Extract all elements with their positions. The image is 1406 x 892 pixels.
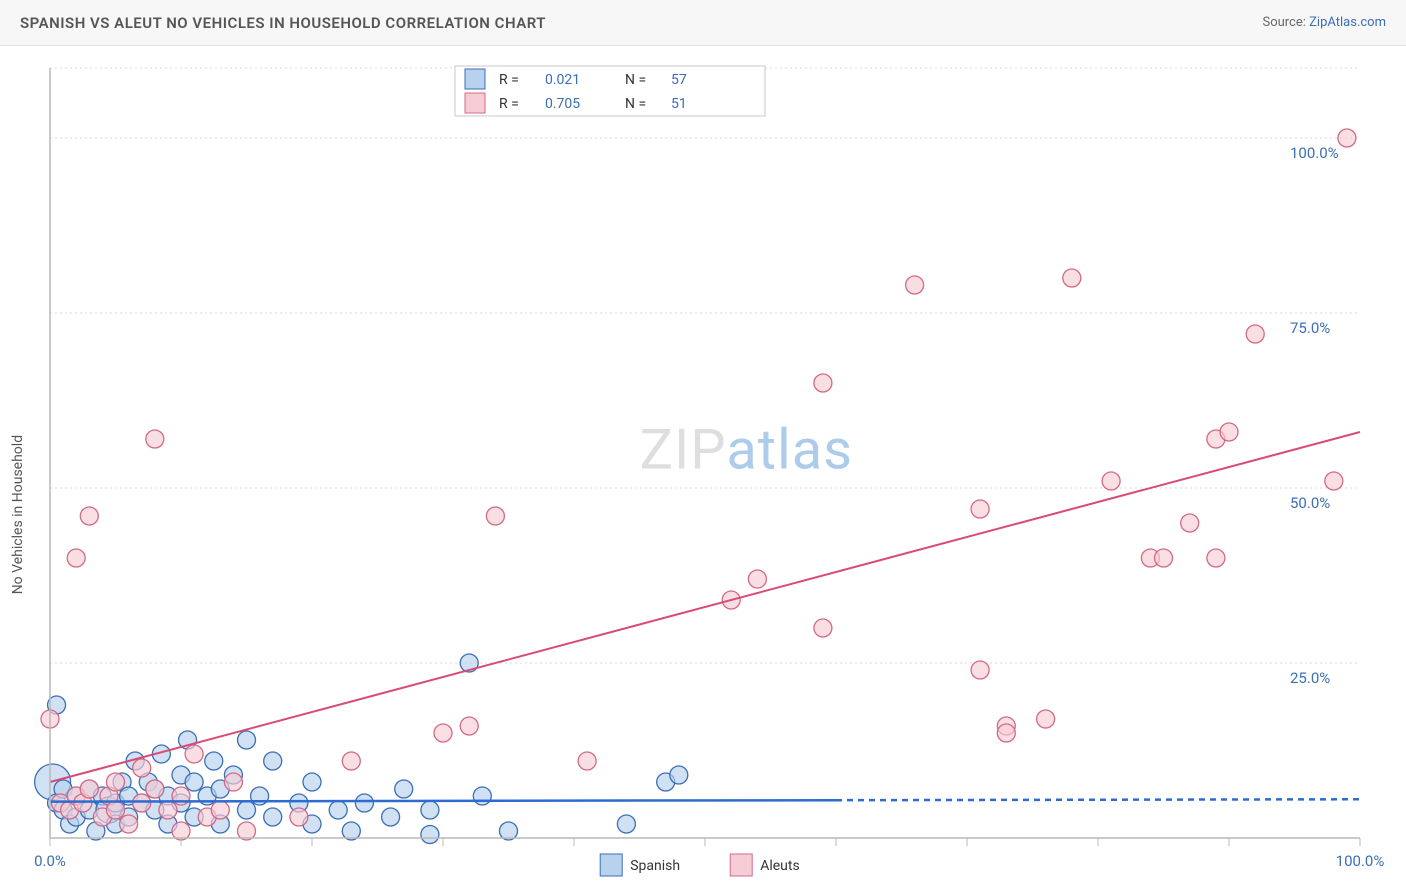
point-spanish[interactable] [355,794,373,812]
y-axis-title: No Vehicles in Household [10,435,26,594]
point-spanish[interactable] [670,766,688,784]
point-aleuts[interactable] [1037,710,1055,728]
point-spanish[interactable] [421,826,439,844]
point-aleuts[interactable] [814,374,832,392]
point-aleuts[interactable] [146,430,164,448]
point-aleuts[interactable] [185,745,203,763]
point-aleuts[interactable] [1063,269,1081,287]
point-aleuts[interactable] [486,507,504,525]
point-aleuts[interactable] [971,500,989,518]
point-spanish[interactable] [395,780,413,798]
legend-bottom-swatch-aleuts[interactable] [730,854,752,876]
stat-n-label: N = [625,72,646,88]
point-aleuts[interactable] [80,780,98,798]
point-aleuts[interactable] [906,276,924,294]
point-aleuts[interactable] [971,661,989,679]
point-aleuts[interactable] [133,759,151,777]
point-spanish[interactable] [264,752,282,770]
point-aleuts[interactable] [342,752,360,770]
legend-bottom-swatch-spanish[interactable] [600,854,622,876]
point-spanish[interactable] [421,801,439,819]
point-spanish[interactable] [238,731,256,749]
point-spanish[interactable] [329,801,347,819]
point-aleuts[interactable] [1155,549,1173,567]
point-aleuts[interactable] [1338,129,1356,147]
watermark: ZIPatlas [640,416,854,482]
point-aleuts[interactable] [67,549,85,567]
point-aleuts[interactable] [120,815,138,833]
stat-n-value: 57 [671,72,687,88]
legend-bottom-label-aleuts[interactable]: Aleuts [760,858,799,874]
y-tick-label: 75.0% [1290,319,1330,337]
point-aleuts[interactable] [159,801,177,819]
point-spanish[interactable] [473,787,491,805]
y-tick-label: 25.0% [1290,669,1330,687]
correlation-scatter-chart: ZIPatlas 0.0% 100.0% 25.0% 50.0% 75.0% 100.0% N… [0,46,1406,892]
point-spanish[interactable] [205,752,223,770]
stat-n-label: N = [625,96,646,112]
header-bar: SPANISH VS ALEUT NO VEHICLES IN HOUSEHOL… [0,0,1406,46]
point-aleuts[interactable] [1207,549,1225,567]
stat-r-value: 0.705 [545,96,580,112]
trend-spanish [50,800,836,801]
source-prefix: Source: [1262,15,1309,30]
point-aleuts[interactable] [1220,423,1238,441]
legend-swatch-spanish [465,69,485,89]
y-tick-label: 100.0% [1290,144,1339,162]
point-aleuts[interactable] [1102,472,1120,490]
stat-r-value: 0.021 [545,72,580,88]
trend-spanish-ext [836,799,1360,800]
source-link[interactable]: ZipAtlas.com [1309,15,1386,30]
stat-r-label: R = [499,72,519,88]
point-spanish[interactable] [382,808,400,826]
chart-container: ZIPatlas 0.0% 100.0% 25.0% 50.0% 75.0% 100.0% N… [0,46,1406,892]
chart-title: SPANISH VS ALEUT NO VEHICLES IN HOUSEHOL… [20,14,546,32]
x-tick-label: 100.0% [1336,852,1385,870]
point-aleuts[interactable] [290,808,308,826]
point-spanish[interactable] [185,773,203,791]
point-spanish[interactable] [617,815,635,833]
point-aleuts[interactable] [814,619,832,637]
point-spanish[interactable] [264,808,282,826]
point-aleuts[interactable] [133,794,151,812]
x-tick-label: 0.0% [34,852,66,870]
point-aleuts[interactable] [211,801,229,819]
source-label: Source: ZipAtlas.com [1262,15,1386,30]
stat-n-value: 51 [671,96,687,112]
point-aleuts[interactable] [107,773,125,791]
point-aleuts[interactable] [434,724,452,742]
y-tick-label: 50.0% [1290,494,1330,512]
point-aleuts[interactable] [1246,325,1264,343]
legend-swatch-aleuts [465,93,485,113]
stat-r-label: R = [499,96,519,112]
point-aleuts[interactable] [224,773,242,791]
point-aleuts[interactable] [80,507,98,525]
point-spanish[interactable] [238,801,256,819]
point-aleuts[interactable] [748,570,766,588]
point-aleuts[interactable] [997,724,1015,742]
legend-bottom-label-spanish[interactable]: Spanish [630,858,680,874]
point-aleuts[interactable] [578,752,596,770]
point-spanish[interactable] [303,773,321,791]
point-aleuts[interactable] [460,717,478,735]
point-aleuts[interactable] [107,801,125,819]
point-aleuts[interactable] [1181,514,1199,532]
point-aleuts[interactable] [146,780,164,798]
point-aleuts[interactable] [1325,472,1343,490]
trend-aleuts [50,432,1360,782]
